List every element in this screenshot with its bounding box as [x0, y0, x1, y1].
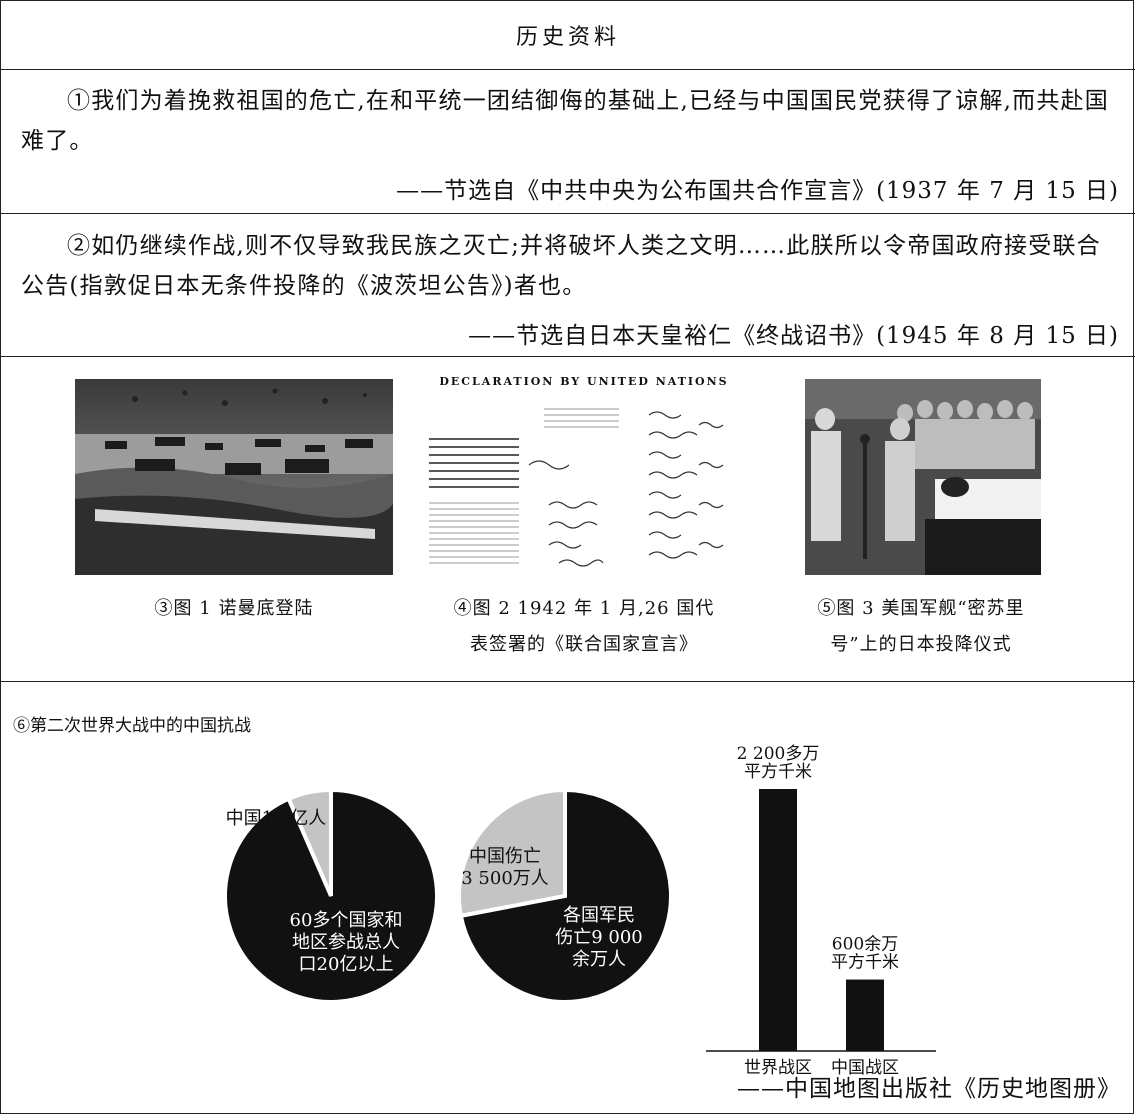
- divider: [1, 213, 1135, 214]
- declaration-heading: DECLARATION BY UNITED NATIONS: [439, 375, 729, 388]
- divider: [1, 356, 1135, 357]
- declaration-document-photo: DECLARATION BY UNITED NATIONS: [419, 375, 749, 579]
- figure2-caption: ④图 2 1942 年 1 月,26 国代 表签署的《联合国家宣言》: [453, 598, 715, 655]
- surrender-ceremony-photo: [805, 379, 1041, 575]
- bar-2: [846, 979, 884, 1051]
- item2-source: ——节选自日本天皇裕仁《终战诏书》(1945 年 8 月 15 日): [468, 323, 1119, 349]
- item2-text: ②如仍继续作战,则不仅导致我民族之灭亡;并将破坏人类之文明……此朕所以令帝国政府…: [21, 233, 1101, 299]
- divider: [1, 69, 1135, 70]
- bar-value-label-2: 600余万平方千米: [831, 935, 899, 973]
- bar-category-label-1: 世界战区总面积: [744, 1058, 812, 1076]
- footer-source: ——中国地图出版社《历史地图册》: [737, 1076, 1121, 1102]
- bar-value-label-1: 2 200多万平方千米: [737, 744, 820, 782]
- page-title: 历史资料: [515, 25, 620, 50]
- item6-title: ⑥第二次世界大战中的中国抗战: [13, 716, 251, 736]
- pie-slice-world: [458, 787, 673, 1004]
- pie-label-world: 60多个国家和地区参战总人口20亿以上: [290, 910, 403, 975]
- pie-label-china: 中国1.4亿人: [226, 808, 327, 829]
- figure1-caption: ③图 1 诺曼底登陆: [154, 598, 314, 619]
- pie-label-world: 各国军民伤亡9 000 余万人: [555, 905, 643, 970]
- item1-source: ——节选自《中共中央为公布国共合作宣言》(1937 年 7 月 15 日): [396, 178, 1119, 204]
- pie-label-china: 中国伤亡 3 500万人: [461, 846, 549, 889]
- pie-slice-china: [457, 787, 567, 919]
- bar-category-label-2: 中国战区总面积: [831, 1058, 899, 1076]
- item1-text: ①我们为着挽救祖国的危亡,在和平统一团结御侮的基础上,已经与中国国民党获得了谅解…: [21, 88, 1109, 154]
- charts-area: 中国1.4亿人 60多个国家和地区参战总人口20亿以上 中国伤亡 3 500万人各国军…: [223, 744, 936, 1076]
- bar-1: [759, 789, 797, 1051]
- figure3-caption: ⑤图 3 美国军舰“密苏里 号”上的日本投降仪式: [817, 598, 1025, 655]
- pie-slice-world: [223, 787, 439, 1004]
- divider: [1, 681, 1135, 682]
- normandy-landing-photo: [75, 379, 393, 575]
